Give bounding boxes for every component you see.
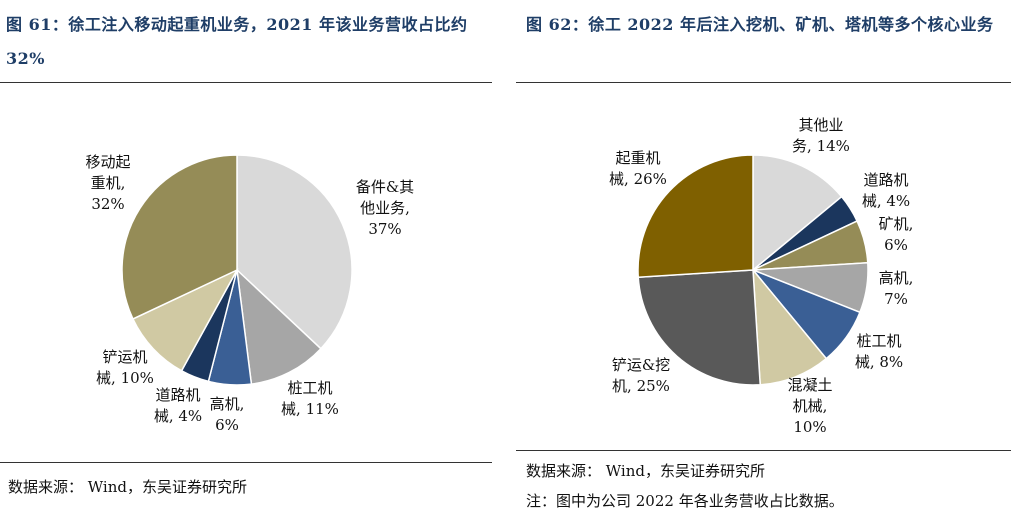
figure-title: 图 61：徐工注入移动起重机业务，2021 年该业务营收占比约 32% bbox=[6, 15, 468, 68]
slice-label: 混凝土机械, 10% bbox=[787, 376, 832, 436]
slice-label: 起重机械, 26% bbox=[609, 149, 667, 188]
slice-label: 道路机械, 4% bbox=[862, 171, 910, 210]
pie-slice bbox=[235, 268, 322, 385]
slice-label: 移动起重机, 32% bbox=[85, 153, 130, 213]
pie-slice bbox=[131, 268, 239, 372]
data-source: 数据来源： Wind，东吴证券研究所 bbox=[8, 478, 247, 496]
slice-label: 高机, 6% bbox=[210, 395, 245, 434]
bottom-rule bbox=[516, 450, 1011, 451]
slice-label: 矿机, 6% bbox=[879, 215, 914, 254]
right-figure-panel: 图 62：徐工 2022 年后注入挖机、矿机、塔机等多个核心业务 数据来源： W… bbox=[516, 0, 1011, 519]
slice-label: 备件&其他业务, 37% bbox=[356, 178, 414, 238]
pie-slice bbox=[752, 154, 843, 272]
slice-label: 铲运机械, 10% bbox=[96, 348, 154, 387]
slice-label: 桩工机械, 11% bbox=[281, 379, 339, 418]
pie-slice bbox=[637, 154, 754, 279]
chart-note: 注：图中为公司 2022 年各业务营收占比数据。 bbox=[526, 492, 844, 510]
slice-label: 道路机械, 4% bbox=[154, 386, 202, 425]
slice-label: 其他业务, 14% bbox=[792, 116, 850, 155]
pie-slice bbox=[121, 154, 238, 320]
data-source: 数据来源： Wind，东吴证券研究所 bbox=[526, 462, 765, 480]
pie-slice bbox=[236, 154, 353, 350]
pie-slice bbox=[637, 269, 762, 386]
bottom-rule bbox=[0, 462, 492, 463]
pie-slice bbox=[752, 267, 828, 386]
title-rule bbox=[0, 82, 492, 83]
pie-chart-left: 备件&其他业务, 37% 桩工机械, 11% 高机, 6%道路机械, 4%铲运机械, 1… bbox=[85, 153, 414, 434]
slice-label: 桩工机械, 8% bbox=[855, 332, 903, 371]
slice-label: 高机, 7% bbox=[879, 269, 914, 308]
title-rule bbox=[516, 82, 1011, 83]
pie-chart-right: 其他业务, 14% 道路机械, 4% 矿机, 6% 高机, 7% 桩工机械, 8% 混凝土机械… bbox=[609, 116, 914, 436]
left-figure-panel: 图 61：徐工注入移动起重机业务，2021 年该业务营收占比约 32% 数据来源… bbox=[0, 0, 492, 519]
figure-title: 图 62：徐工 2022 年后注入挖机、矿机、塔机等多个核心业务 bbox=[526, 15, 994, 34]
slice-label: 铲运&挖机, 25% bbox=[612, 356, 670, 395]
